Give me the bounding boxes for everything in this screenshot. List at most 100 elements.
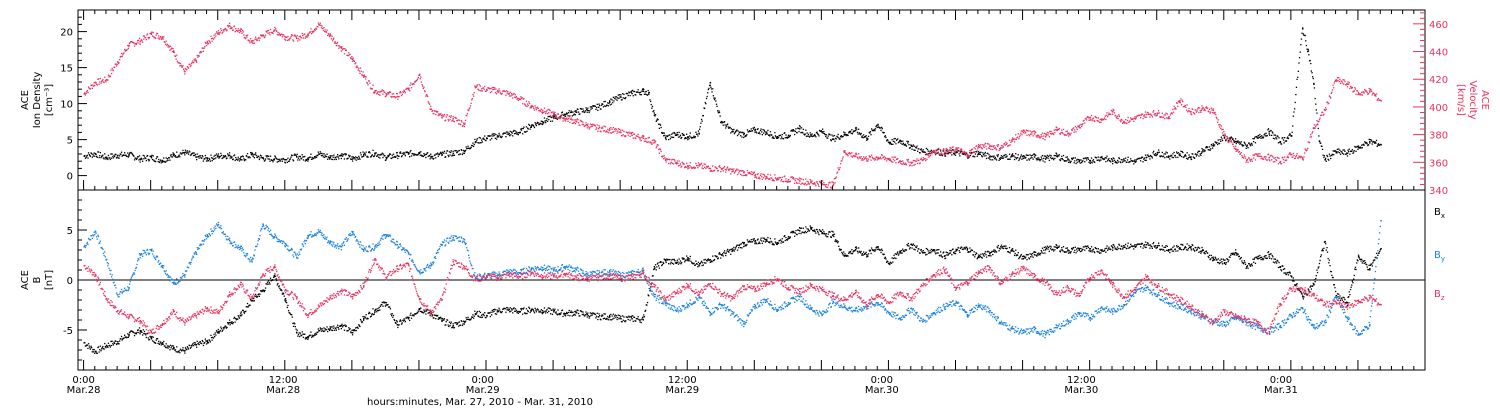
velocity-series-point — [609, 129, 611, 131]
ion-density-series-point — [832, 138, 834, 140]
series-bx-point — [1056, 247, 1058, 249]
series-by-point — [530, 268, 533, 270]
ion-density-series-point — [709, 82, 712, 84]
x-tick-date-label: Mar.30 — [865, 385, 899, 396]
velocity-series-point — [407, 88, 410, 91]
ion-density-series-point — [1380, 143, 1382, 146]
series-by-point — [1223, 324, 1226, 326]
top-left-tick-label: 5 — [67, 136, 73, 147]
series-by-point — [128, 287, 130, 289]
series-bz-point — [642, 273, 644, 275]
velocity-series-point — [161, 36, 164, 38]
ion-density-series-point — [765, 131, 767, 134]
series-by-point — [877, 302, 879, 304]
series-by-point — [1290, 315, 1293, 317]
velocity-series-point — [1380, 100, 1382, 102]
series-by-point — [1022, 332, 1025, 334]
series-bx-point — [843, 255, 846, 257]
velocity-series-point — [888, 158, 890, 160]
ion-density-series-point — [1318, 140, 1321, 142]
series-by-point — [184, 274, 186, 276]
velocity-series-point — [385, 93, 387, 95]
series-by-point — [508, 271, 510, 273]
top-right-tick-label: 460 — [1429, 20, 1448, 31]
series-bx-point — [709, 259, 712, 261]
series-bx-point — [83, 342, 86, 344]
ion-density-series-point — [1100, 156, 1103, 159]
ion-density-series-point — [184, 151, 186, 154]
velocity-series-point — [977, 145, 980, 148]
series-by-point — [1346, 318, 1349, 320]
series-bz-point — [363, 285, 365, 287]
series-bz-point — [787, 287, 790, 289]
series-by-point — [1335, 296, 1338, 298]
series-by-point — [206, 235, 209, 237]
series-by-point — [910, 308, 913, 310]
top-left-axis-label-line: [cm⁻³] — [44, 84, 55, 116]
velocity-series-point — [206, 41, 209, 44]
series-by-point — [161, 265, 164, 267]
series-by-point — [251, 261, 253, 263]
series-bz-point — [441, 299, 443, 301]
velocity-series-point — [1089, 116, 1092, 119]
series-bx-point — [173, 348, 175, 350]
ion-density-series-point — [877, 123, 879, 126]
velocity-series-point — [553, 113, 555, 116]
series-by-point — [463, 239, 466, 241]
series-bx-point — [1078, 249, 1080, 251]
ion-density-series-point — [497, 135, 499, 137]
series-bz-point — [676, 292, 678, 294]
series-bz-point — [720, 293, 723, 295]
ion-density-series-point — [363, 154, 365, 156]
velocity-series-point — [832, 184, 834, 186]
ion-density-series-point — [307, 157, 309, 160]
series-bz-point — [1223, 311, 1226, 313]
legend-text: B — [1434, 250, 1441, 261]
series-by-point — [195, 252, 197, 254]
velocity-series-point — [698, 165, 700, 167]
velocity-series-point — [262, 34, 264, 37]
series-by-point — [541, 267, 544, 269]
series-bx-point — [989, 253, 991, 255]
velocity-series-point — [933, 149, 935, 152]
series-by-point — [1033, 329, 1036, 331]
series-by-point — [832, 301, 834, 303]
series-by-point — [318, 231, 320, 233]
series-by-point — [720, 304, 723, 306]
velocity-series-point — [754, 174, 756, 177]
ion-density-series-point — [1179, 153, 1181, 155]
velocity-series-point — [597, 127, 600, 130]
series-by-point — [1179, 306, 1181, 308]
series-bz-point — [620, 278, 622, 280]
ion-density-series-point — [150, 156, 153, 159]
ion-density-series-point — [1313, 83, 1315, 85]
series-bz-point — [1167, 293, 1170, 295]
series-bx-point — [586, 314, 589, 316]
series-by-point — [620, 275, 622, 277]
velocity-series-point — [1033, 133, 1036, 135]
series-bx-point — [1067, 250, 1069, 252]
ion-density-series-point — [340, 154, 343, 157]
series-bx-point — [888, 263, 890, 265]
series-bx-point — [161, 342, 164, 344]
series-by-point — [117, 294, 119, 296]
velocity-series-point — [709, 167, 712, 170]
series-by-point — [1357, 334, 1360, 336]
bottom-axis-label-line: ACE — [20, 270, 31, 290]
velocity-series-point — [765, 176, 767, 178]
velocity-series-point — [787, 178, 790, 181]
series-bz-point — [609, 275, 611, 277]
series-bx-point — [597, 316, 600, 318]
series-by-point — [765, 299, 767, 301]
series-bx-point — [1357, 256, 1360, 258]
series-bz-point — [810, 285, 812, 287]
series-bx-point — [273, 275, 276, 277]
velocity-series-point — [1268, 156, 1270, 159]
ion-density-series-point — [1290, 135, 1293, 137]
top-right-tick-label: 440 — [1429, 48, 1448, 59]
series-by-point — [944, 306, 946, 308]
top-right-axis-label-line: ACE — [1479, 90, 1490, 110]
series-by-point — [217, 224, 220, 226]
series-bz-point — [843, 299, 846, 301]
series-by-point — [173, 283, 175, 285]
